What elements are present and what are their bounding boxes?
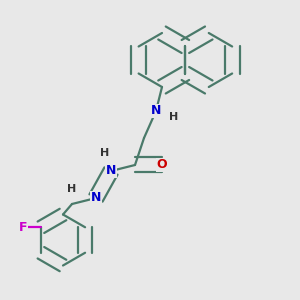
Text: N: N [106,164,116,178]
Text: N: N [91,191,101,205]
Text: H: H [100,148,109,158]
Text: N: N [151,104,161,118]
Text: O: O [157,158,167,172]
Text: H: H [169,112,178,122]
Text: H: H [68,184,76,194]
Text: F: F [19,221,27,234]
